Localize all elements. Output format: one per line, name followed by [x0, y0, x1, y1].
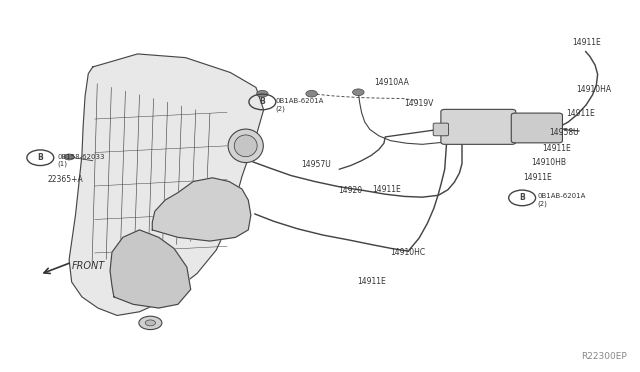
Text: B: B [519, 193, 525, 202]
FancyBboxPatch shape [441, 109, 516, 144]
Circle shape [145, 320, 156, 326]
Circle shape [306, 90, 317, 97]
Text: 22365+A: 22365+A [48, 175, 84, 184]
Text: 14911E: 14911E [573, 38, 602, 47]
Text: 14911E: 14911E [543, 144, 572, 153]
Text: 14910AA: 14910AA [374, 78, 409, 87]
Polygon shape [152, 178, 251, 241]
Text: 14958U: 14958U [549, 128, 579, 137]
Text: 14910HB: 14910HB [531, 158, 566, 167]
Circle shape [257, 90, 268, 97]
Text: FRONT: FRONT [72, 261, 105, 271]
Circle shape [64, 154, 74, 160]
FancyBboxPatch shape [511, 113, 563, 143]
Text: 0B158-62033
(1): 0B158-62033 (1) [58, 154, 105, 167]
FancyBboxPatch shape [433, 123, 449, 136]
Text: 14911E: 14911E [372, 185, 401, 194]
Circle shape [353, 89, 364, 96]
Text: 0B1AB-6201A
(2): 0B1AB-6201A (2) [275, 98, 324, 112]
Circle shape [139, 316, 162, 330]
Text: 14910HC: 14910HC [390, 248, 426, 257]
Polygon shape [69, 54, 264, 315]
Text: B: B [259, 97, 265, 106]
Text: R22300EP: R22300EP [581, 352, 627, 361]
Text: 14919V: 14919V [404, 99, 434, 108]
Text: B: B [37, 153, 43, 162]
Text: 14910HA: 14910HA [576, 85, 611, 94]
Ellipse shape [234, 135, 257, 157]
Text: 14911E: 14911E [524, 173, 552, 182]
Text: 0B1AB-6201A
(2): 0B1AB-6201A (2) [538, 193, 586, 207]
Text: 14911E: 14911E [357, 278, 386, 286]
Text: 14920: 14920 [338, 186, 362, 195]
Ellipse shape [228, 129, 263, 163]
Text: 14911E: 14911E [566, 109, 595, 118]
Polygon shape [110, 230, 191, 308]
Text: 14957U: 14957U [301, 160, 330, 169]
